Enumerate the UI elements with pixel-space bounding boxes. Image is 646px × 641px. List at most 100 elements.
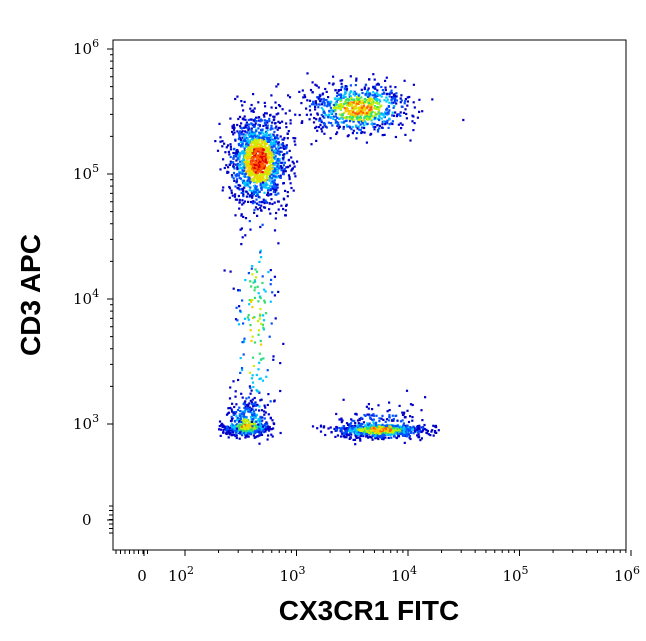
event-dot: [368, 94, 371, 97]
event-dot: [400, 105, 403, 108]
event-dot: [257, 141, 260, 144]
event-dot: [352, 438, 355, 441]
event-dot: [276, 134, 279, 137]
event-dot: [247, 410, 250, 413]
event-dot: [244, 130, 247, 133]
event-dot: [263, 157, 266, 160]
event-dot: [250, 377, 253, 380]
event-dot: [274, 157, 277, 160]
event-dot: [330, 112, 333, 115]
event-dot: [389, 85, 392, 88]
event-dot: [271, 121, 274, 124]
event-dot: [375, 421, 378, 424]
event-dot: [301, 89, 304, 92]
event-dot: [384, 420, 387, 423]
event-dot: [357, 102, 360, 105]
event-dot: [330, 109, 333, 112]
event-dot: [268, 171, 271, 174]
event-dot: [406, 100, 409, 103]
event-dot: [366, 430, 369, 433]
event-dot: [361, 110, 364, 113]
event-dot: [235, 306, 238, 309]
event-dot: [264, 172, 267, 176]
event-dot: [265, 422, 268, 426]
event-dot: [391, 120, 394, 123]
event-dot: [273, 229, 277, 232]
event-dot: [249, 107, 252, 110]
event-dot: [240, 122, 243, 125]
event-dot: [335, 120, 338, 124]
event-dot: [253, 211, 256, 214]
event-dot: [222, 186, 225, 189]
x-tick-label: 106: [614, 564, 640, 585]
event-dot: [223, 166, 226, 170]
event-dot: [250, 144, 253, 147]
x-axis-title: CX3CR1 FITC: [279, 595, 459, 626]
y-axis-title: CD3 APC: [15, 234, 46, 356]
event-dot: [366, 101, 369, 104]
event-dot: [264, 124, 267, 127]
event-dot: [251, 413, 254, 416]
event-dot: [398, 428, 401, 431]
event-dot: [232, 157, 235, 160]
event-dot: [282, 143, 285, 146]
event-dot: [249, 399, 252, 402]
event-dot: [318, 119, 321, 122]
event-dot: [264, 158, 267, 161]
event-dot: [391, 414, 394, 417]
event-dot: [264, 169, 267, 172]
event-dot: [354, 94, 357, 97]
event-dot: [367, 430, 371, 434]
event-dot: [239, 132, 242, 135]
event-dot: [257, 292, 260, 295]
event-dot: [384, 123, 387, 126]
event-dot: [278, 150, 282, 153]
event-dot: [378, 118, 381, 122]
plot-frame: [112, 39, 627, 551]
event-dot: [263, 115, 266, 118]
event-dot: [363, 86, 366, 89]
event-dot: [388, 429, 391, 433]
event-dot: [390, 436, 393, 439]
event-dot: [288, 164, 292, 167]
event-dot: [276, 165, 279, 168]
event-dot: [264, 166, 267, 169]
event-dot: [261, 146, 264, 149]
event-dot: [383, 115, 386, 118]
event-dot: [277, 137, 280, 140]
event-dot: [343, 433, 346, 436]
event-dot: [355, 104, 358, 107]
event-dot: [277, 192, 280, 195]
event-dot: [348, 93, 351, 96]
event-dot: [231, 433, 234, 437]
event-dot: [240, 100, 243, 103]
event-dot: [232, 287, 235, 290]
event-dot: [393, 100, 396, 103]
event-dot: [357, 120, 360, 123]
event-dot: [248, 141, 251, 144]
event-dot: [280, 150, 283, 153]
event-dot: [254, 160, 257, 163]
event-dot: [413, 106, 416, 109]
event-dot: [242, 157, 245, 160]
event-dot: [241, 430, 245, 433]
event-dot: [242, 191, 245, 194]
event-dot: [278, 153, 281, 156]
event-dot: [392, 114, 395, 117]
event-dot: [380, 417, 383, 420]
event-dot: [310, 103, 314, 106]
event-dot: [373, 128, 376, 131]
event-dot: [241, 172, 244, 175]
event-dot: [253, 316, 256, 319]
event-dot: [269, 187, 273, 190]
event-dot: [228, 187, 232, 190]
event-dot: [358, 100, 361, 103]
event-dot: [373, 433, 376, 436]
event-dot: [433, 431, 437, 434]
event-dot: [264, 155, 267, 158]
event-dot: [388, 123, 391, 126]
event-dot: [250, 407, 253, 410]
event-dot: [222, 428, 225, 431]
event-dot: [252, 179, 256, 183]
event-dot: [246, 158, 249, 161]
